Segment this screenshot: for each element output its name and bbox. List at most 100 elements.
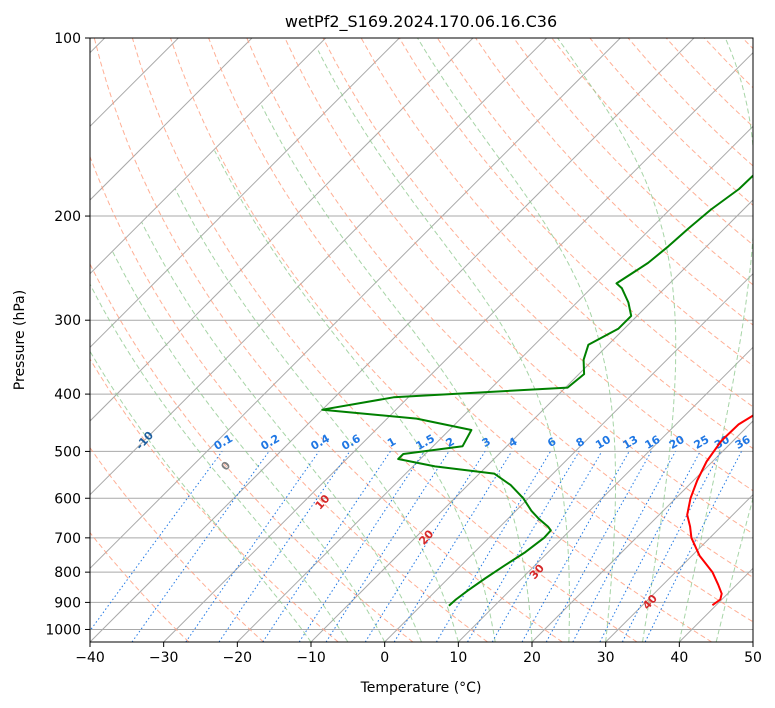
plot-frame: [89, 37, 754, 643]
mixing-ratio-label: 10: [593, 433, 613, 452]
isotherm-line: [163, 51, 753, 642]
mixing-ratio-line: [90, 451, 223, 632]
isotherm-line: [90, 38, 253, 201]
x-tick-label: 20: [523, 650, 541, 666]
moist-adiabat-line: [174, 188, 459, 642]
x-tick-label: 10: [449, 650, 467, 666]
dry-adiabat-line: [589, 38, 753, 206]
y-tick-label: 600: [54, 491, 81, 507]
mixing-ratio-label: 25: [692, 433, 712, 452]
isotherm-line: [90, 38, 621, 570]
x-tick-label: −10: [296, 650, 326, 666]
moist-adiabat-line: [112, 251, 386, 642]
mixing-ratio-line: [572, 451, 676, 642]
dry-adiabat-line: [665, 38, 753, 128]
x-axis-title: Temperature (°C): [360, 680, 482, 696]
background-lines: [90, 38, 753, 642]
moist-adiabat-line: [90, 283, 349, 642]
dry-adiabat-line: [170, 38, 712, 642]
isotherm-line: [90, 38, 474, 422]
mixing-ratio-line: [262, 451, 391, 642]
moist-adiabat-line: [261, 105, 533, 642]
dry-adiabat-line: [436, 38, 753, 367]
sounding-profiles: [321, 174, 753, 607]
mixing-ratio-label: 0.6: [339, 432, 363, 453]
isotherm-line: [457, 346, 753, 642]
dry-adiabat-line: [246, 38, 753, 578]
mixing-ratio-line: [393, 451, 513, 642]
mixing-ratio-line: [467, 451, 580, 642]
mixing-ratio-label: 13: [621, 433, 641, 452]
moist-adiabat-line: [317, 50, 570, 642]
mixing-ratio-line: [298, 451, 425, 642]
dry-adiabat-line: [90, 262, 414, 642]
y-tick-label: 800: [54, 565, 81, 581]
x-tick-label: 30: [597, 650, 615, 666]
mixing-ratio-line: [218, 451, 351, 642]
dry-adiabat-line: [93, 38, 563, 642]
y-tick-label: 900: [54, 595, 81, 611]
y-tick-label: 400: [54, 387, 81, 403]
y-tick-label: 500: [54, 444, 81, 460]
isotherm-line: [90, 38, 695, 642]
mixing-ratio-line: [621, 451, 722, 642]
mixing-ratio-label: 0.4: [309, 432, 333, 453]
isotherm-line: [310, 199, 753, 642]
mixing-ratio-line: [644, 451, 742, 642]
mixing-ratio-label: 0.1: [212, 432, 235, 453]
x-tick-label: −30: [149, 650, 179, 666]
dry-adiabat-label: 40: [640, 592, 660, 612]
y-tick-label: 300: [54, 313, 81, 329]
isotherm-line: [384, 272, 753, 642]
moist-adiabat-line: [417, 38, 617, 642]
isotherm-line: [531, 420, 753, 642]
x-tick-label: 0: [380, 650, 389, 666]
y-axis: 100 200 300 400 500 600 700 800 900 1000: [45, 31, 90, 638]
moist-adiabat-line: [678, 38, 753, 642]
mixing-ratio-line: [599, 451, 701, 642]
mixing-ratio-label: 6: [545, 435, 558, 450]
dry-adiabat-line: [703, 38, 753, 89]
y-tick-label: 100: [54, 31, 81, 47]
isotherm-line: [90, 38, 400, 349]
dry-adiabat-line: [284, 38, 753, 535]
x-tick-label: −20: [223, 650, 253, 666]
isotherm-line: [678, 567, 753, 642]
mixing-ratio-line: [185, 451, 320, 642]
x-tick-label: 40: [670, 650, 688, 666]
mixing-ratio-label: 3: [480, 435, 493, 450]
moist-adiabat-line: [90, 350, 312, 642]
y-tick-label: 1000: [45, 622, 81, 638]
mixing-ratio-label: 36: [733, 433, 753, 452]
mixing-ratio-line: [521, 451, 630, 642]
dry-adiabat-line: [475, 38, 753, 326]
isotherm-line: [90, 38, 327, 275]
moist-adiabat-line: [715, 496, 753, 642]
dry-adiabat-line: [360, 38, 753, 450]
dry-adiabat-line: [513, 38, 753, 286]
y-tick-label: 700: [54, 531, 81, 547]
mixing-ratio-label: 0.2: [259, 432, 282, 453]
mixing-ratio-label: 1: [385, 435, 398, 450]
isotherm-line: [236, 125, 753, 642]
dry-adiabat-line: [90, 446, 264, 642]
dry-adiabat-line: [131, 38, 638, 642]
x-tick-label: 50: [744, 650, 762, 666]
moist-adiabat-line: [557, 38, 677, 642]
dry-adiabat-line: [90, 531, 190, 642]
dry-adiabat-line: [90, 155, 488, 642]
mixing-ratio-label: 4: [506, 435, 519, 450]
dewpoint-profile-line: [321, 174, 753, 607]
x-axis: −40 −30 −20 −10 0 10 20 30 40 50: [75, 642, 762, 666]
isotherm-line: [752, 641, 753, 642]
x-tick-label: −40: [75, 650, 105, 666]
temperature-profile-line: [686, 414, 753, 607]
mixing-ratio-line: [131, 451, 270, 642]
isotherm-line: [605, 493, 753, 642]
mixing-ratio-label: 16: [643, 433, 663, 452]
isotherm-line: [90, 38, 548, 496]
mixing-ratio-line: [545, 451, 652, 642]
dry-adiabat-label: 30: [527, 562, 547, 582]
mixing-ratio-line: [325, 451, 450, 642]
